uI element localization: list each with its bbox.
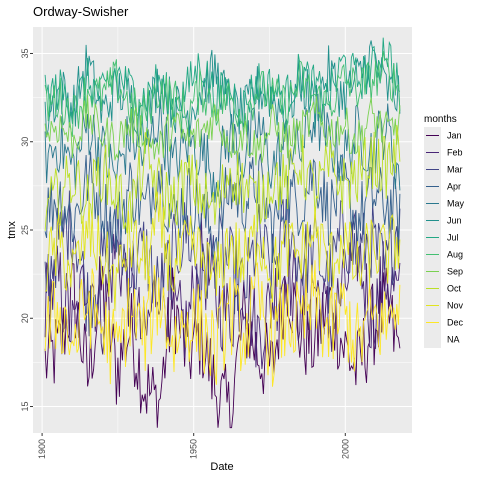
legend-items: Jan Feb Mar Apr May Jun Jul Aug Sep Oct Nov Dec NA bbox=[424, 127, 465, 348]
series-line-aug bbox=[44, 50, 401, 137]
y-tick-label: 35 bbox=[20, 48, 30, 58]
y-tick-label: 30 bbox=[20, 137, 30, 147]
y-tick-label: 15 bbox=[20, 402, 30, 412]
legend-label: Dec bbox=[447, 318, 464, 328]
legend: months Jan Feb Mar Apr May Jun Jul Aug Sep Oct Nov… bbox=[424, 114, 465, 348]
x-axis-title: Date bbox=[210, 461, 233, 473]
legend-title: months bbox=[424, 114, 457, 125]
y-axis: 15 20 25 30 35 bbox=[20, 48, 33, 412]
legend-label: Nov bbox=[447, 301, 464, 311]
series-line-jun bbox=[44, 40, 401, 148]
series-line-oct bbox=[44, 124, 401, 234]
x-tick-label: 1900 bbox=[37, 439, 47, 459]
chart-title: Ordway-Swisher bbox=[33, 4, 129, 19]
legend-label: Oct bbox=[447, 284, 462, 294]
y-tick-label: 20 bbox=[20, 313, 30, 323]
legend-label: Feb bbox=[447, 148, 463, 158]
series-line-feb bbox=[44, 211, 401, 370]
series-line-sep bbox=[44, 95, 401, 166]
series-line-dec bbox=[44, 260, 401, 387]
legend-label: May bbox=[447, 199, 465, 209]
legend-label: Jun bbox=[447, 216, 462, 226]
legend-label: Aug bbox=[447, 250, 463, 260]
legend-label: NA bbox=[447, 335, 460, 345]
series-line-jul bbox=[44, 37, 401, 125]
legend-label: Apr bbox=[447, 182, 461, 192]
y-tick-label: 25 bbox=[20, 225, 30, 235]
legend-label: Sep bbox=[447, 267, 463, 277]
legend-key-bg bbox=[424, 331, 441, 348]
y-axis-title: tmx bbox=[6, 221, 18, 239]
series-line-nov bbox=[45, 191, 401, 312]
series-lines bbox=[44, 37, 401, 429]
legend-label: Jan bbox=[447, 131, 462, 141]
x-axis: 1900 1950 2000 bbox=[37, 433, 350, 459]
x-tick-label: 1950 bbox=[189, 439, 199, 459]
legend-label: Mar bbox=[447, 165, 463, 175]
x-tick-label: 2000 bbox=[340, 439, 350, 459]
series-line-may bbox=[44, 93, 401, 203]
legend-label: Jul bbox=[447, 233, 459, 243]
